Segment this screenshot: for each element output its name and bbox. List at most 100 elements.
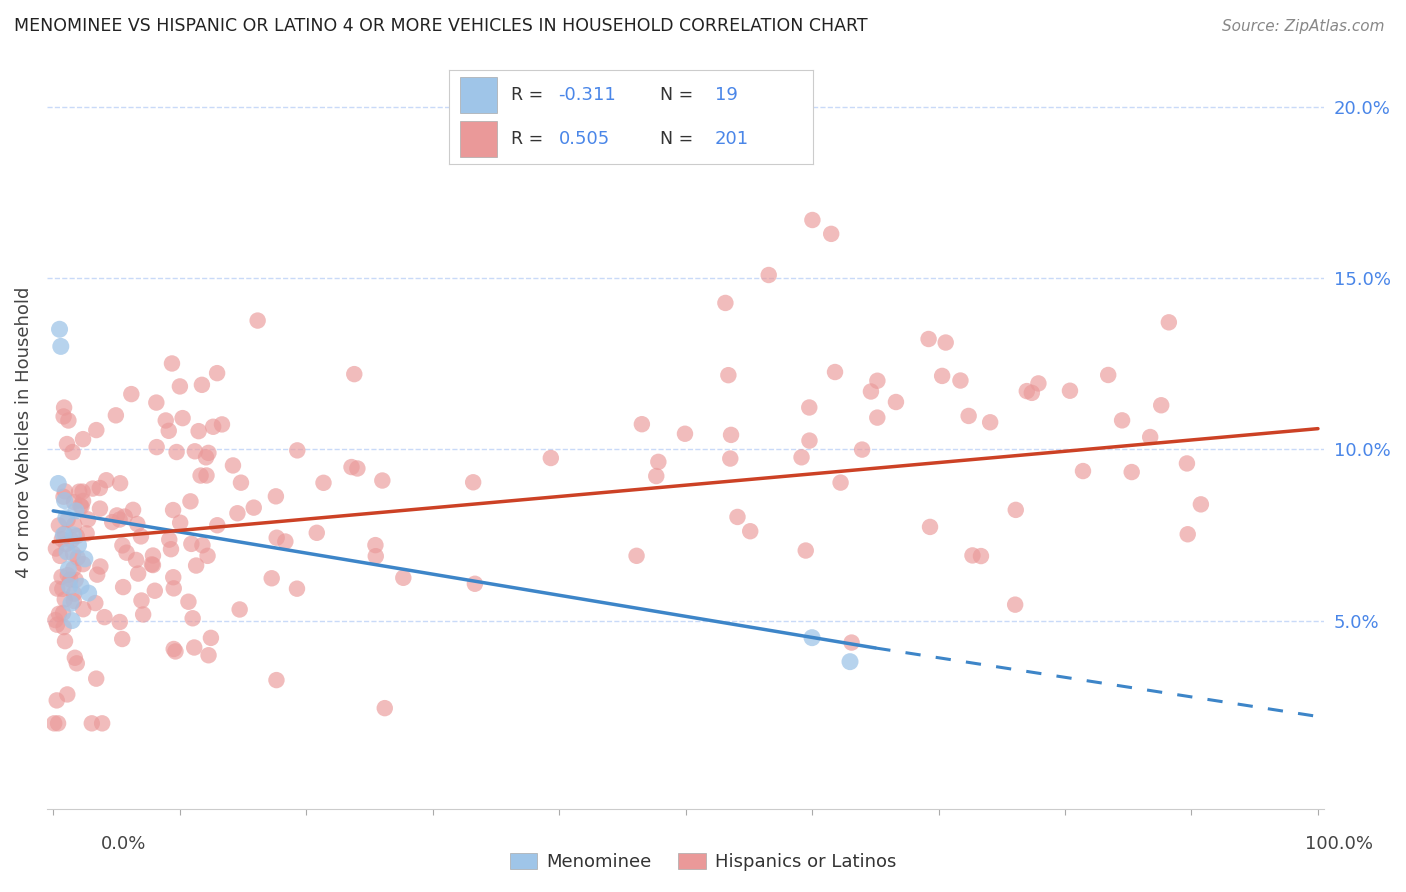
Point (56, 437, 79, 451)
Point (51, 570, 73, 584)
Point (266, 673, 288, 687)
Point (72, 484, 94, 499)
Point (346, 461, 368, 475)
Point (48, 607, 70, 621)
Point (46, 476, 69, 491)
Point (371, 474, 394, 488)
Point (851, 442, 873, 457)
Point (127, 566, 149, 581)
Point (129, 529, 152, 543)
Point (228, 602, 250, 616)
Point (931, 368, 953, 383)
Point (46, 617, 69, 632)
Point (1139, 430, 1161, 444)
Point (72, 557, 94, 571)
Point (364, 538, 387, 552)
Point (758, 268, 780, 282)
Point (463, 475, 485, 490)
Point (717, 368, 740, 383)
Point (839, 655, 862, 669)
Point (631, 417, 654, 432)
Point (55, 537, 77, 551)
Point (108, 615, 131, 629)
Point (115, 546, 138, 560)
Point (1157, 315, 1180, 329)
Point (673, 426, 696, 441)
Point (1004, 598, 1026, 612)
Point (145, 395, 167, 409)
Point (51, 582, 73, 596)
Point (801, 213, 824, 227)
Point (84, 596, 107, 610)
Point (197, 446, 219, 460)
Point (790, 450, 813, 465)
Point (145, 440, 167, 454)
Point (72, 494, 94, 508)
Point (108, 476, 131, 491)
Text: 100.0%: 100.0% (1305, 835, 1372, 853)
Point (1028, 376, 1050, 391)
Point (1021, 385, 1043, 400)
Point (184, 558, 207, 573)
Point (163, 642, 186, 657)
Point (63, 517, 86, 532)
Point (52, 528, 75, 542)
Point (202, 419, 225, 434)
Point (52, 606, 75, 620)
Point (91, 716, 114, 731)
Point (190, 468, 212, 483)
Point (195, 450, 218, 465)
Point (720, 428, 742, 442)
Point (340, 460, 363, 475)
Point (1004, 503, 1026, 517)
Y-axis label: 4 or more Vehicles in Household: 4 or more Vehicles in Household (15, 286, 32, 578)
Point (96, 473, 118, 487)
Point (76, 526, 98, 541)
Point (62, 594, 84, 608)
Point (59, 579, 82, 593)
Point (93, 610, 115, 624)
Point (718, 451, 741, 466)
Point (53, 493, 76, 508)
Point (1071, 464, 1094, 478)
Point (166, 445, 188, 459)
Point (343, 367, 366, 381)
Point (55, 510, 77, 524)
Point (160, 356, 183, 370)
Point (242, 500, 264, 515)
Point (62, 562, 84, 576)
Point (69, 499, 91, 513)
Point (49, 339, 72, 353)
Point (207, 518, 229, 533)
Point (162, 570, 184, 584)
Point (824, 365, 846, 379)
Point (127, 516, 149, 531)
Point (142, 549, 165, 563)
Point (56, 688, 79, 702)
Point (165, 644, 187, 658)
Point (1121, 465, 1143, 479)
Point (62, 445, 84, 459)
Point (714, 296, 737, 310)
Point (229, 475, 252, 490)
Point (67, 538, 90, 552)
Point (163, 582, 186, 596)
Point (1097, 368, 1119, 382)
Point (142, 558, 165, 572)
Point (799, 434, 821, 448)
Point (73, 552, 96, 566)
Point (89, 481, 111, 495)
Point (111, 538, 134, 552)
Point (77, 512, 100, 526)
Point (132, 607, 155, 622)
Point (72, 432, 94, 446)
Point (58, 562, 80, 576)
Point (105, 508, 128, 523)
Point (53, 526, 76, 541)
Point (157, 533, 180, 547)
Point (143, 583, 166, 598)
Point (52, 409, 75, 424)
Point (157, 424, 180, 438)
Point (647, 455, 669, 469)
Point (66, 529, 89, 543)
